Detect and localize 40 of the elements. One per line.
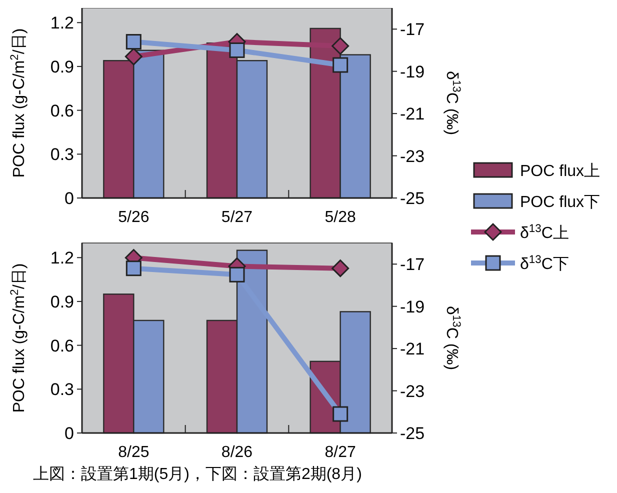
point xyxy=(229,42,245,58)
y2-tick-label: -19 xyxy=(400,297,425,316)
point xyxy=(332,260,350,278)
point xyxy=(332,37,350,55)
y-tick-label: 0.6 xyxy=(50,101,74,120)
point xyxy=(126,260,142,276)
y2-tick-label: -23 xyxy=(400,382,425,401)
y2-tick-label: -19 xyxy=(400,62,425,82)
y-tick-label: 0 xyxy=(64,189,74,208)
legend-label: POC flux下 xyxy=(520,194,600,211)
legend-label: δ$^{13}$C上 xyxy=(520,223,569,242)
y-tick-label: 1.2 xyxy=(50,14,74,33)
x-tick-label: 8/27 xyxy=(324,444,356,461)
point xyxy=(332,406,348,422)
legend-label: POC flux上 xyxy=(520,162,600,180)
legend-label: δ$^{13}$C下 xyxy=(520,254,569,273)
x-tick-label: 8/26 xyxy=(221,444,253,461)
x-tick-label: 5/28 xyxy=(324,209,356,226)
y-tick-label: 0 xyxy=(64,424,74,443)
y2-tick-label: -21 xyxy=(400,104,425,124)
y-tick-label: 0.9 xyxy=(50,57,74,76)
y2-tick-label: -21 xyxy=(400,340,425,359)
point xyxy=(332,57,348,73)
x-tick-label: 5/26 xyxy=(118,209,150,226)
y2-tick-label: -25 xyxy=(400,424,425,443)
y2-tick-label: -23 xyxy=(400,146,425,166)
x-tick-label: 8/25 xyxy=(118,444,150,461)
x-tick-label: 5/27 xyxy=(221,209,253,226)
y-tick-label: 1.2 xyxy=(50,248,74,268)
y2-tick-label: -25 xyxy=(400,189,425,208)
y-tick-label: 0.9 xyxy=(50,292,74,312)
text: 上図：設置第1期(5月)，下図：設置第2期(8月) xyxy=(33,465,362,483)
y2-tick-label: -17 xyxy=(400,20,425,40)
y-tick-label: 0.3 xyxy=(50,145,74,164)
point xyxy=(229,266,245,282)
y-tick-label: 0.3 xyxy=(50,380,74,400)
y-tick-label: 0.6 xyxy=(50,336,74,356)
point xyxy=(126,34,142,50)
point xyxy=(124,48,142,66)
y2-tick-label: -17 xyxy=(400,255,425,274)
